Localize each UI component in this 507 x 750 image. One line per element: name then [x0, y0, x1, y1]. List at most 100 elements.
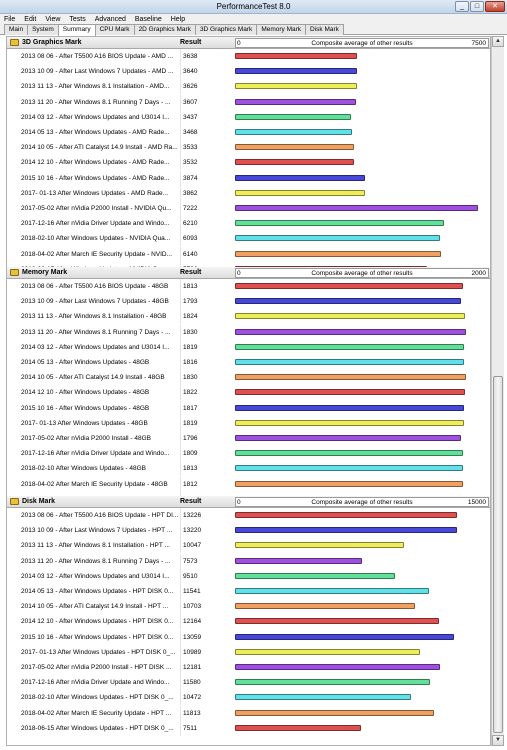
result-row[interactable]: 2018-04-02 After March IE Security Updat… [7, 246, 490, 262]
result-row[interactable]: 2013 11 20 - After Windows 8.1 Running 7… [7, 553, 490, 569]
result-value: 13226 [180, 508, 234, 523]
bar-track [235, 660, 489, 675]
result-value: 7222 [180, 201, 234, 216]
result-row[interactable]: 2017-05-02 After nVidia P2000 Install - … [7, 431, 490, 446]
tab-3d-graphics-mark[interactable]: 3D Graphics Mark [194, 24, 258, 35]
chart-folder-icon [10, 269, 19, 276]
menu-help[interactable]: Help [170, 15, 186, 23]
result-row[interactable]: 2018-06-15 After Windows Updates - HPT D… [7, 720, 490, 736]
result-row[interactable]: 2013 11 20 - After Windows 8.1 Running 7… [7, 94, 490, 110]
result-row[interactable]: 2014 03 12 - After Windows Updates and U… [7, 568, 490, 584]
result-row[interactable]: 2013 10 09 - After Last Windows 7 Update… [7, 523, 490, 539]
minimize-button[interactable]: _ [455, 1, 469, 12]
result-row[interactable]: 2017-05-02 After nVidia P2000 Install - … [7, 201, 490, 216]
result-row[interactable]: 2013 11 13 - After Windows 8.1 Installat… [7, 309, 490, 325]
result-name: 2013 11 20 - After Windows 8.1 Running 7… [21, 557, 171, 565]
result-value: 3532 [180, 155, 234, 171]
result-row[interactable]: 2017-12-16 After nVidia Driver Update an… [7, 446, 490, 462]
result-row[interactable]: 2014 12 10 - After Windows Updates - HPT… [7, 614, 490, 630]
tab-summary[interactable]: Summary [57, 24, 96, 36]
maximize-button[interactable]: □ [470, 1, 484, 12]
tab-main[interactable]: Main [4, 24, 29, 35]
result-row[interactable]: 2014 03 12 - After Windows Updates and U… [7, 339, 490, 355]
result-row[interactable]: 2013 11 20 - After Windows 8.1 Running 7… [7, 324, 490, 340]
scale-max: 2000 [471, 270, 486, 277]
bar-track [235, 125, 489, 140]
menu-advanced[interactable]: Advanced [94, 15, 126, 23]
result-row[interactable]: 2017-12-16 After nVidia Driver Update an… [7, 216, 490, 232]
result-row[interactable]: 2014 05 13 - After Windows Updates - 48G… [7, 355, 490, 370]
result-row[interactable]: 2013 10 09 - After Last Windows 7 Update… [7, 64, 490, 80]
result-row[interactable]: 2015 10 16 - After Windows Updates - 48G… [7, 400, 490, 416]
result-row[interactable]: 2017- 01-13 After Windows Updates - AMD … [7, 185, 490, 201]
chevron-down-icon[interactable]: ▼ [492, 735, 504, 746]
result-row[interactable]: 2014 12 10 - After Windows Updates - 48G… [7, 385, 490, 401]
result-column-header: Result [180, 39, 202, 46]
result-row[interactable]: 2017-05-02 After nVidia P2000 Install - … [7, 660, 490, 675]
result-row[interactable]: 2013 08 06 - After T5500 A16 BIOS Update… [7, 508, 490, 523]
result-bar [235, 328, 466, 335]
section-title: Disk Mark [22, 498, 56, 505]
tab-system[interactable]: System [27, 24, 59, 35]
result-bar [235, 313, 465, 320]
chevron-up-icon[interactable]: ▲ [492, 36, 504, 47]
result-name: 2017-12-16 After nVidia Driver Update an… [21, 220, 170, 228]
menu-edit[interactable]: Edit [24, 15, 37, 23]
result-value: 6140 [180, 246, 234, 262]
result-row[interactable]: 2018-02-10 After Windows Updates - NVIDI… [7, 231, 490, 247]
result-row[interactable]: 2018-02-10 After Windows Updates - HPT D… [7, 690, 490, 706]
result-row[interactable]: 2013 08 06 - After T5500 A16 BIOS Update… [7, 49, 490, 64]
bar-track [235, 95, 489, 110]
tab-2d-graphics-mark[interactable]: 2D Graphics Mark [133, 24, 196, 35]
result-row[interactable]: 2017- 01-13 After Windows Updates - HPT … [7, 644, 490, 660]
result-row[interactable]: 2014 12 10 - After Windows Updates - AMD… [7, 155, 490, 171]
result-row[interactable]: 2018-04-02 After March IE Security Updat… [7, 476, 490, 492]
result-name: 2017- 01-13 After Windows Updates - 48GB [21, 419, 148, 427]
result-row[interactable]: 2014 10 05 - After ATI Catalyst 14.9 Ins… [7, 370, 490, 386]
result-row[interactable]: 2014 03 12 - After Windows Updates and U… [7, 109, 490, 125]
bar-track [235, 675, 489, 690]
result-row[interactable]: 2013 10 09 - After Last Windows 7 Update… [7, 294, 490, 310]
result-bar [235, 205, 478, 211]
scrollbar-thumb[interactable] [493, 376, 503, 733]
result-name: 2013 10 09 - After Last Windows 7 Update… [21, 527, 173, 535]
result-name: 2013 08 06 - After T5500 A16 BIOS Update… [21, 283, 169, 290]
scale-caption: Composite average of other results [311, 40, 413, 47]
menu-file[interactable]: File [4, 15, 16, 23]
vertical-scrollbar[interactable]: ▲ ▼ [491, 36, 504, 746]
tab-memory-mark[interactable]: Memory Mark [256, 24, 307, 35]
result-bar [235, 679, 430, 686]
result-row[interactable]: 2018-04-02 After March IE Security Updat… [7, 705, 490, 721]
result-name: 2017-12-16 After nVidia Driver Update an… [21, 450, 170, 458]
result-name: 2014 05 13 - After Windows Updates - 48G… [21, 359, 150, 366]
bar-track [235, 385, 489, 400]
result-row[interactable]: 2015 10 16 - After Windows Updates - AMD… [7, 170, 490, 186]
result-row[interactable]: 2015 10 16 - After Windows Updates - HPT… [7, 629, 490, 645]
result-row[interactable]: 2018-02-10 After Windows Updates - 48GB 1… [7, 461, 490, 477]
menu-bar: File Edit View Tests Advanced Baseline H… [0, 14, 507, 24]
result-row[interactable]: 2013 11 13 - After Windows 8.1 Installat… [7, 538, 490, 554]
result-row[interactable]: 2013 08 06 - After T5500 A16 BIOS Update… [7, 279, 490, 294]
chart-folder-icon [10, 39, 19, 46]
tab-cpu-mark[interactable]: CPU Mark [94, 24, 135, 35]
menu-tests[interactable]: Tests [69, 15, 86, 23]
result-row[interactable]: 2017-12-16 After nVidia Driver Update an… [7, 675, 490, 691]
result-row[interactable]: 2014 05 13 - After Windows Updates - AMD… [7, 125, 490, 140]
result-row[interactable]: 2013 11 13 - After Windows 8.1 Installat… [7, 79, 490, 95]
close-button[interactable]: ✕ [485, 1, 505, 12]
result-row[interactable]: 2014 10 05 - After ATI Catalyst 14.9 Ins… [7, 140, 490, 156]
result-value: 1824 [180, 309, 234, 325]
result-name: 2018-06-15 After Windows Updates - HPT D… [21, 724, 174, 732]
result-row[interactable]: 2014 10 05 - After ATI Catalyst 14.9 Ins… [7, 599, 490, 615]
result-row[interactable]: 2014 05 13 - After Windows Updates - HPT… [7, 584, 490, 599]
result-row[interactable]: 2017- 01-13 After Windows Updates - 48GB… [7, 415, 490, 431]
window-controls: _ □ ✕ [455, 1, 505, 13]
tab-disk-mark[interactable]: Disk Mark [305, 24, 344, 35]
menu-baseline[interactable]: Baseline [134, 15, 162, 23]
bar-track [235, 416, 489, 431]
section-header: Memory Mark Result 0 Composite average of o… [7, 267, 490, 279]
result-value: 6093 [180, 231, 234, 247]
result-value: 3638 [180, 49, 234, 64]
menu-view[interactable]: View [45, 15, 61, 23]
bar-track [235, 706, 489, 721]
